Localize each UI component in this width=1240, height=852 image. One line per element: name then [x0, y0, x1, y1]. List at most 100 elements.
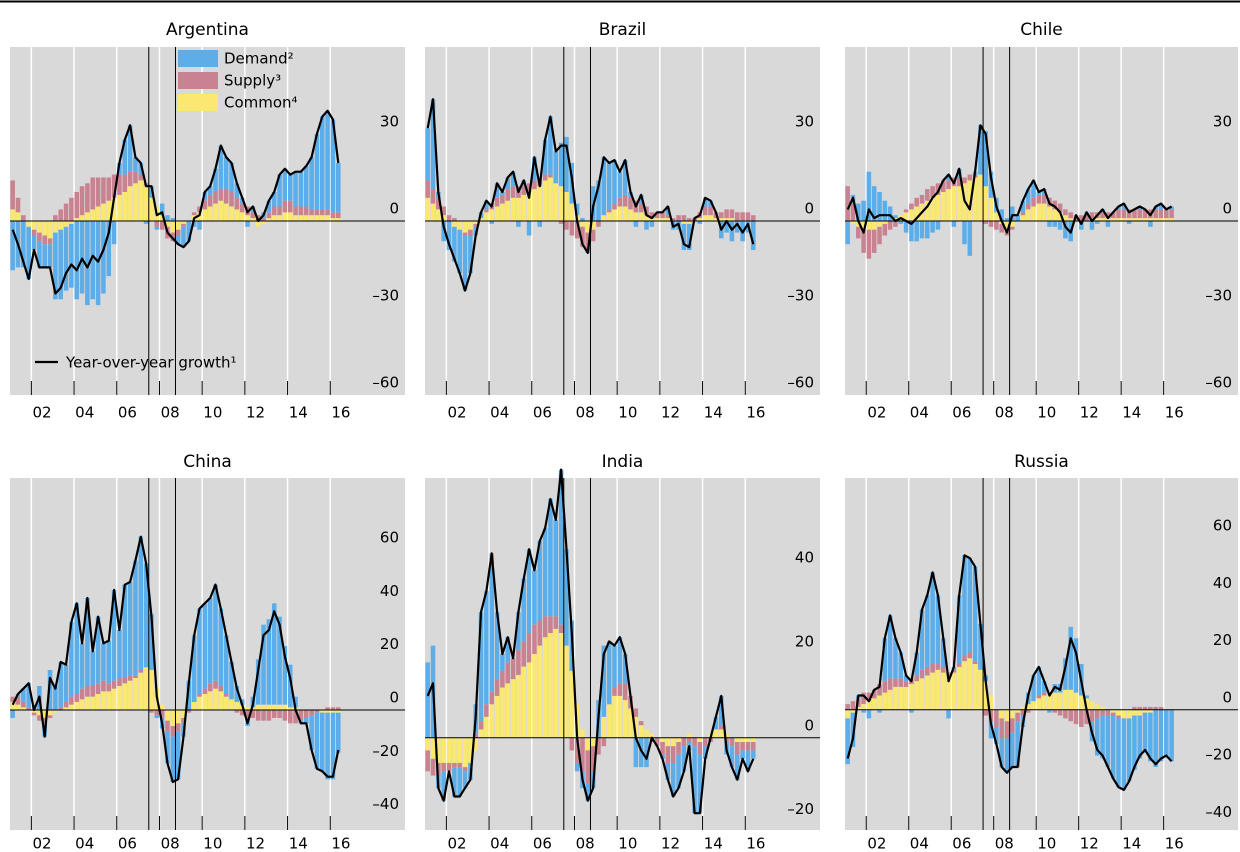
bar-segment	[1110, 709, 1116, 713]
bar-segment	[314, 134, 320, 210]
bar-segment	[85, 686, 90, 697]
bar-segment	[751, 221, 756, 250]
bar-segment	[127, 171, 133, 187]
bar-segment	[1142, 709, 1148, 713]
bar-segment	[213, 680, 218, 689]
bar-segment	[702, 746, 708, 759]
bar-segment	[133, 678, 138, 710]
bar-segment	[925, 200, 930, 221]
bar-segment	[935, 595, 941, 665]
bar-segment	[149, 197, 154, 221]
y-tick-label: –20	[372, 742, 399, 760]
bar-segment	[893, 686, 898, 710]
x-tick-label: 14	[704, 835, 723, 852]
y-tick-label: 0	[804, 200, 814, 218]
bar-segment	[734, 221, 740, 233]
bar-segment	[871, 229, 877, 253]
bar-segment	[165, 731, 170, 764]
bar-segment	[925, 595, 930, 667]
bar-segment	[724, 218, 729, 221]
bar-segment	[325, 712, 330, 780]
bar-segment	[734, 754, 740, 780]
bar-segment	[462, 771, 468, 789]
bar-segment	[1031, 180, 1036, 198]
legend-label: Demand²	[224, 50, 294, 68]
bar-segment	[1031, 701, 1036, 710]
bar-segment	[266, 200, 272, 213]
bar-segment	[898, 678, 904, 687]
bar-segment	[665, 206, 671, 216]
bar-segment	[638, 737, 644, 768]
bar-segment	[26, 707, 31, 710]
bar-segment	[845, 221, 850, 245]
bar-segment	[186, 221, 192, 242]
bar-segment	[956, 595, 962, 665]
bar-segment	[21, 707, 26, 710]
bar-segment	[117, 678, 122, 686]
bar-segment	[521, 186, 527, 195]
bar-segment	[277, 704, 282, 710]
bar-segment	[47, 221, 53, 239]
bar-segment	[287, 664, 293, 708]
bar-segment	[207, 683, 213, 692]
bar-segment	[1036, 194, 1042, 204]
bar-segment	[441, 221, 446, 242]
growth-line	[426, 468, 755, 815]
bar-segment	[271, 206, 277, 216]
bar-segment	[925, 189, 930, 201]
bar-segment	[871, 186, 877, 221]
bar-segment	[441, 771, 446, 801]
bar-segment	[122, 683, 128, 710]
bar-segment	[298, 206, 304, 216]
bar-segment	[617, 637, 623, 684]
y-tick-label: 0	[1222, 688, 1232, 706]
bar-segment	[564, 221, 569, 230]
bar-segment	[430, 203, 436, 221]
bar-segment	[914, 681, 919, 710]
bar-segment	[670, 218, 676, 221]
bar-segment	[1110, 712, 1116, 716]
bar-segment	[314, 710, 320, 713]
bar-segment	[660, 742, 665, 755]
bar-segment	[967, 180, 973, 221]
bar-segment	[293, 696, 298, 708]
bar-segment	[213, 584, 218, 681]
bar-segment	[53, 221, 58, 233]
bar-segment	[494, 206, 500, 221]
bar-segment	[1164, 709, 1169, 756]
bar-segment	[590, 221, 596, 230]
x-tick-label: 06	[533, 404, 552, 422]
bar-segment	[850, 701, 856, 710]
bar-segment	[1025, 203, 1031, 210]
bar-segment	[277, 616, 282, 705]
bar-segment	[526, 549, 532, 634]
bar-segment	[713, 729, 719, 738]
bar-segment	[542, 180, 548, 221]
x-tick-label: 04	[490, 404, 509, 422]
bar-segment	[74, 218, 79, 221]
bar-segment	[15, 212, 21, 221]
x-tick-label: 02	[32, 835, 51, 852]
bar-segment	[133, 560, 138, 676]
bar-segment	[633, 708, 639, 717]
bar-segment	[165, 221, 170, 227]
bar-segment	[935, 183, 941, 195]
bar-segment	[734, 737, 740, 742]
bar-segment	[708, 215, 713, 221]
bar-segment	[670, 737, 676, 747]
bar-segment	[69, 704, 74, 710]
bar-segment	[665, 737, 671, 747]
bar-segment	[1015, 712, 1020, 722]
bar-segment	[245, 221, 250, 227]
bar-segment	[692, 746, 697, 814]
x-tick-label: 04	[75, 835, 94, 852]
bar-segment	[101, 177, 106, 204]
bar-segment	[191, 221, 197, 227]
x-tick-label: 10	[1037, 404, 1056, 422]
bar-segment	[111, 590, 117, 681]
bar-segment	[10, 702, 15, 710]
bar-segment	[638, 212, 644, 221]
bar-segment	[229, 206, 234, 221]
bar-segment	[111, 221, 117, 245]
x-tick-label: 16	[1165, 404, 1184, 422]
